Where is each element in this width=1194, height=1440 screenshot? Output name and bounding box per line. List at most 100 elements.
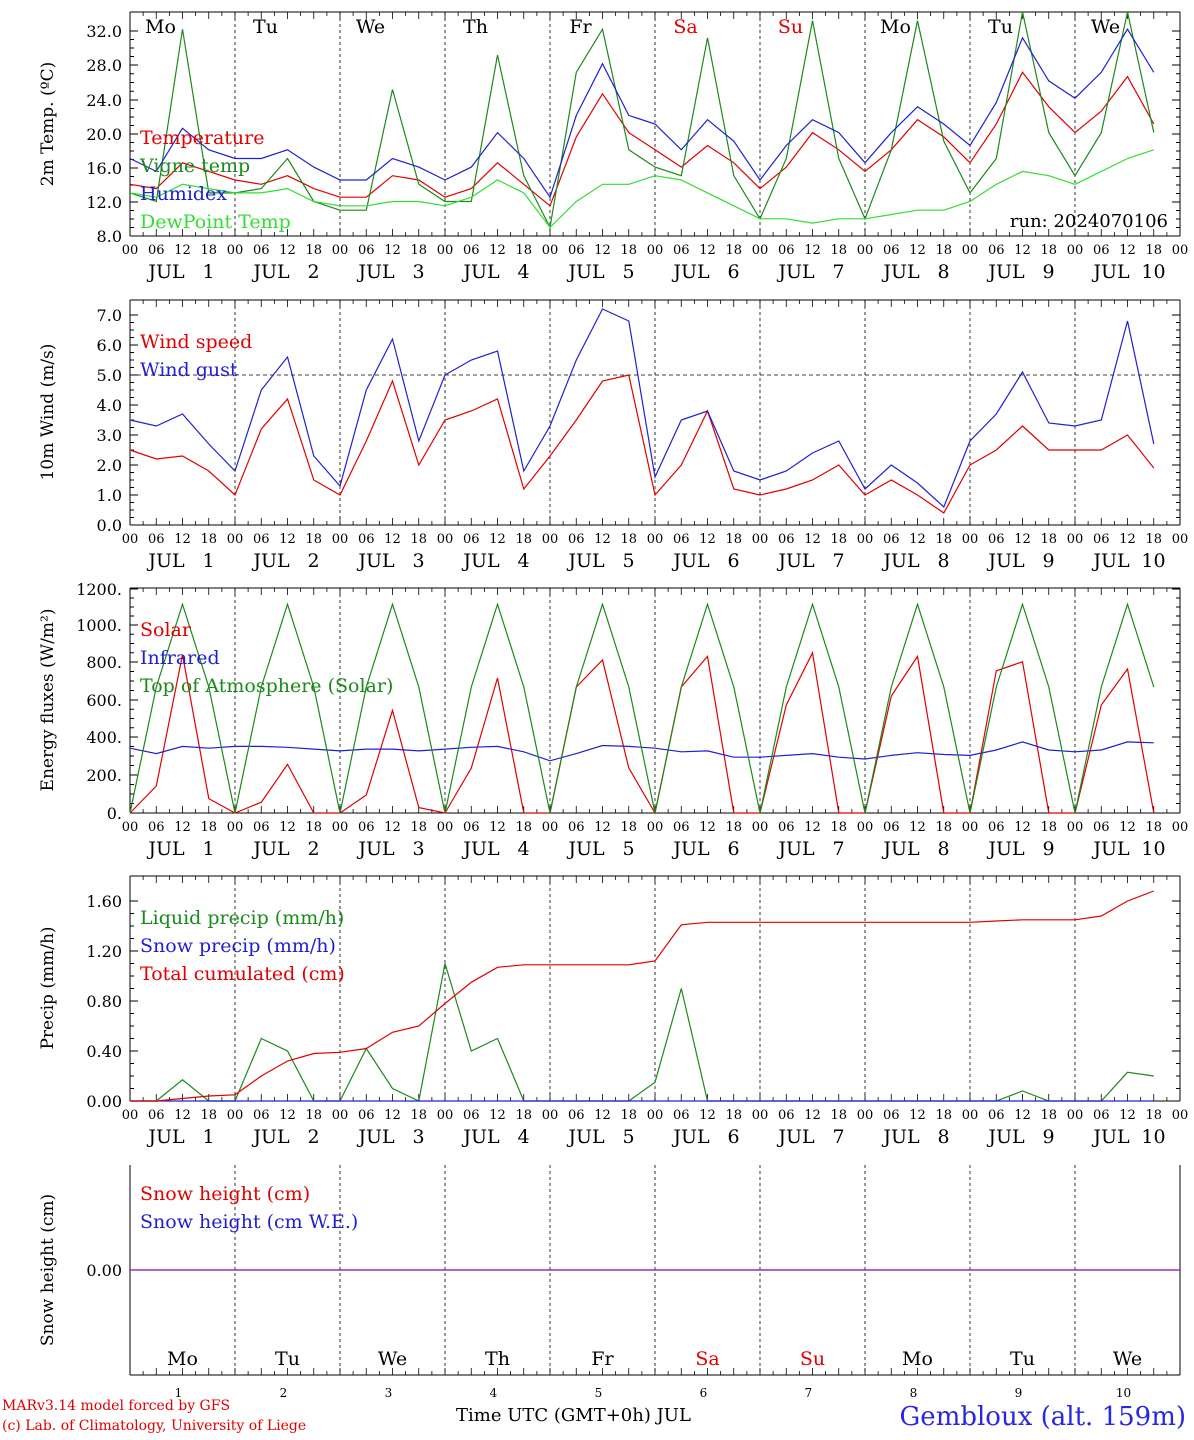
series-solar [129,650,1155,815]
day-number: 10 [1141,838,1165,860]
y-tick-label: 2.0 [97,456,122,475]
y-tick-label: 12.0 [86,193,122,212]
day-number: 10 [1141,1126,1165,1148]
y-axis-label: 2m Temp. (ºC) [38,62,58,187]
weekday-top: Sa [673,16,697,38]
weekday-bottom: Mo [167,1348,198,1370]
y-tick-label: 0. [107,804,122,823]
weekday-bottom: Sa [695,1348,719,1370]
hour-tick-label: 00 [962,532,979,547]
hour-tick-label: 00 [542,820,559,835]
month-label: JUL [881,261,920,283]
hour-tick-label: 00 [647,532,664,547]
hour-tick-label: 18 [935,532,952,547]
hour-tick-label: 18 [410,820,427,835]
month-label: JUL [776,1126,815,1148]
hour-tick-label: 00 [962,243,979,258]
hour-tick-label: 00 [1067,820,1084,835]
day-number-bottom: 10 [1116,1386,1131,1400]
hour-tick-label: 00 [752,243,769,258]
month-label: JUL [776,261,815,283]
hour-tick-label: 00 [227,1108,244,1123]
hour-tick-label: 06 [253,243,270,258]
hour-tick-label: 12 [594,820,611,835]
hour-tick-label: 12 [489,820,506,835]
hour-tick-label: 12 [594,532,611,547]
hour-tick-label: 00 [332,532,349,547]
day-number: 9 [1042,838,1054,860]
hour-tick-label: 00 [122,532,139,547]
hour-tick-label: 00 [437,243,454,258]
y-tick-label: 0.00 [86,1092,122,1111]
hour-tick-label: 00 [332,243,349,258]
day-number: 2 [307,550,319,572]
hour-tick-label: 00 [227,532,244,547]
month-label: JUL [356,838,395,860]
y-axis-label: Energy fluxes (W/m²) [38,609,58,792]
weekday-top: Mo [145,16,176,38]
legend-entry: Humidex [140,183,227,205]
hour-tick-label: 06 [1093,243,1110,258]
station-label: Gembloux (alt. 159m) [899,1402,1186,1432]
month-label: JUL [671,550,710,572]
day-number: 1 [202,838,214,860]
day-number: 2 [307,1126,319,1148]
y-tick-label: 16.0 [86,159,122,178]
hour-tick-label: 06 [358,820,375,835]
y-tick-label: 4.0 [97,396,122,415]
hour-tick-label: 18 [1040,532,1057,547]
day-number: 6 [727,550,739,572]
month-label: JUL [566,1126,605,1148]
panel-temp: 8.0 12.0 16.0 20.0 24.0 28.0 32.0 2m Temp. (ºC)… [38,11,1188,283]
legend-entry: Snow height (cm) [140,1183,310,1205]
hour-tick-label: 00 [857,243,874,258]
hour-tick-label: 18 [620,820,637,835]
y-tick-label: 20.0 [86,125,122,144]
month-label: JUL [146,261,185,283]
hour-tick-label: 12 [699,532,716,547]
hour-tick-label: 18 [305,532,322,547]
day-number: 8 [937,261,949,283]
series-dewpoint-temp [129,149,1154,229]
series-top-of-atmosphere-solar- [129,602,1155,814]
legend-entry: Vigne temp [139,155,250,177]
hour-tick-label: 18 [1145,243,1162,258]
hour-tick-label: 00 [752,532,769,547]
y-tick-label: 1.20 [86,942,122,961]
month-label: JUL [566,261,605,283]
hour-tick-label: 00 [437,820,454,835]
month-label: JUL [671,838,710,860]
hour-tick-label: 18 [1145,532,1162,547]
hour-tick-label: 12 [174,1108,191,1123]
hour-tick-label: 18 [515,820,532,835]
day-number: 1 [202,261,214,283]
hour-tick-label: 18 [830,532,847,547]
hour-tick-label: 00 [647,820,664,835]
hour-tick-label: 00 [542,243,559,258]
hour-tick-label: 18 [830,243,847,258]
hour-tick-label: 00 [962,1108,979,1123]
y-tick-label: 1000. [76,616,122,635]
hour-tick-label: 06 [568,532,585,547]
day-number: 5 [622,838,634,860]
hour-tick-label: 06 [1093,820,1110,835]
day-number: 7 [832,1126,844,1148]
day-number: 5 [622,1126,634,1148]
hour-tick-label: 00 [437,532,454,547]
hour-tick-label: 06 [148,243,165,258]
day-number: 2 [307,838,319,860]
weekday-bottom: Tu [1010,1348,1035,1370]
hour-tick-label: 12 [1119,1108,1136,1123]
panel-energy: 0. 200. 400. 600. 800. 1000. 1200. Energy fluxe… [38,580,1188,860]
hour-tick-label: 06 [673,820,690,835]
hour-tick-label: 12 [174,532,191,547]
hour-tick-label: 12 [594,243,611,258]
legend-entry: Temperature [140,127,264,149]
day-number: 4 [517,1126,529,1148]
hour-tick-label: 18 [725,1108,742,1123]
hour-tick-label: 06 [463,243,480,258]
hour-tick-label: 06 [988,243,1005,258]
day-number: 1 [202,1126,214,1148]
hour-tick-label: 18 [1145,1108,1162,1123]
